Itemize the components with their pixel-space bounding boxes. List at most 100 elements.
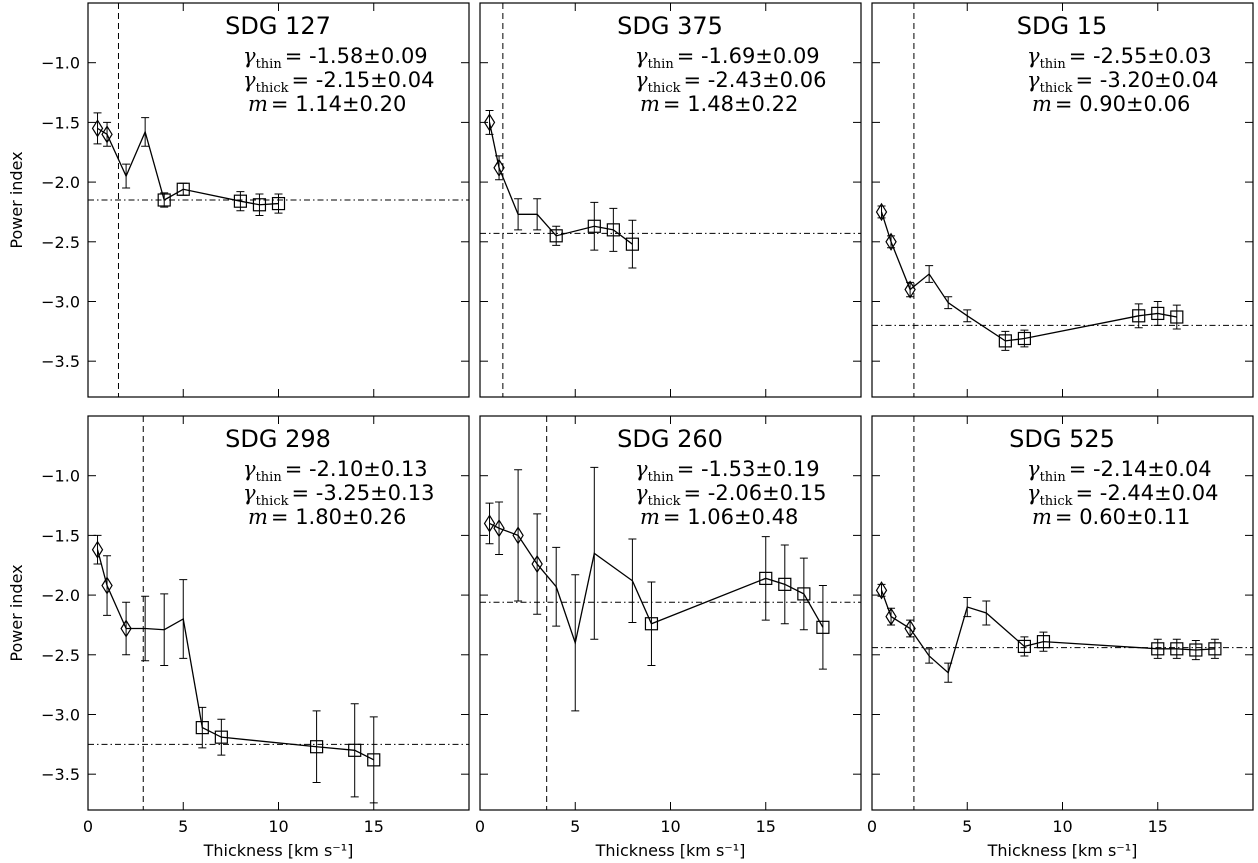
value: = -2.10±0.13 [285,457,428,481]
square-marker [1132,309,1146,323]
error-bar [780,544,789,625]
fit-annotation: γthick = -3.20±0.04 [1027,68,1218,96]
panel: −3.5 −3.0 −2.5 −2.0 −1.5 −1.0 Power index SDG 1… [7,2,470,398]
error-bar [160,192,169,208]
error-bar [818,585,827,670]
diamond-marker [904,619,916,638]
error-bar [552,546,561,627]
diamond-marker [101,576,113,595]
diamond-marker [904,280,916,299]
value: = -2.55±0.03 [1069,44,1212,68]
value: = -1.69±0.09 [677,44,820,68]
y-tick-label: −3.0 [41,292,80,311]
value: = -2.15±0.04 [291,68,434,92]
error-bar [1153,300,1162,326]
symbol: m [1032,505,1052,529]
error-bar [495,501,504,555]
symbol: γ [243,68,256,92]
subscript: thick [648,81,681,96]
error-bar [369,716,378,804]
error-bar [590,201,599,251]
diamond-marker [91,540,104,559]
error-bar [160,593,169,667]
fit-annotation: γthick = -2.15±0.04 [243,68,434,96]
error-bar [571,574,580,712]
value: = 0.60±0.11 [1055,505,1190,529]
symbol: γ [243,481,256,505]
x-tick-label: 15 [756,817,776,836]
x-tick-label: 10 [660,817,680,836]
y-tick-label: −2.0 [41,173,80,192]
error-bar [944,296,953,310]
square-marker [271,196,286,211]
square-marker [1189,643,1203,657]
x-tick-label: 10 [268,817,288,836]
diamond-marker [120,619,132,638]
fit-annotation: m = 1.80±0.26 [248,505,406,529]
panel-title: SDG 525 [1009,425,1115,453]
symbol: γ [635,457,648,481]
error-bar [1172,304,1181,330]
axes-frame [871,2,1254,398]
error-bar [628,219,637,269]
value: = -1.53±0.19 [677,457,820,481]
diamond-marker [493,519,505,538]
axes-frame [479,2,862,398]
symbol: γ [243,44,256,68]
value: = -3.20±0.04 [1075,68,1218,92]
x-tick-label: 5 [178,817,188,836]
diamond-marker [483,113,496,132]
y-tick-label: −1.5 [41,526,80,545]
error-bar [122,163,131,189]
square-marker [644,617,659,631]
x-tick-label: 0 [867,817,877,836]
fit-annotation: m = 1.48±0.22 [640,92,798,116]
panel-title: SDG 375 [617,12,723,40]
error-bar [552,225,561,246]
subscript: thick [256,494,289,509]
error-bar [141,117,150,147]
value: = 1.06±0.48 [663,505,798,529]
x-tick-label: 15 [364,817,384,836]
panel: 0 5 10 15 Thickness [km s⁻¹] SDG 260 γthin = -1… [475,415,862,860]
x-axis-label: Thickness [km s⁻¹] [203,841,354,860]
symbol: γ [635,44,648,68]
data-line [488,122,633,245]
error-bar [963,309,972,323]
symbol: m [248,92,268,116]
data-line [880,590,1215,674]
error-bar [350,703,359,798]
value: = 1.48±0.22 [663,92,798,116]
fit-annotation: γthick = -2.43±0.06 [635,68,826,96]
error-bar [533,198,542,231]
error-bar [122,601,131,656]
error-bar [103,555,112,616]
error-bar [609,207,618,252]
symbol: γ [1027,68,1040,92]
x-tick-label: 5 [962,817,972,836]
x-tick-label: 10 [1052,817,1072,836]
y-tick-label: −3.5 [41,765,80,784]
x-tick-label: 15 [1148,817,1168,836]
square-marker [1151,642,1165,656]
square-marker [816,620,830,634]
x-axis-label: Thickness [km s⁻¹] [987,841,1138,860]
error-bar [255,193,264,217]
data-line [96,549,375,761]
error-bar [179,579,188,659]
axes-frame [87,2,470,398]
square-marker [1208,642,1222,656]
panel-title: SDG 298 [225,425,331,453]
error-bar [925,648,934,664]
square-marker [587,219,601,233]
square-marker [233,194,247,208]
symbol: m [1032,92,1052,116]
x-tick-label: 5 [570,817,580,836]
fit-annotation: γthin = -2.10±0.13 [243,457,428,485]
error-bar [1020,636,1029,657]
diamond-marker [483,514,496,533]
error-bar [982,600,991,626]
square-marker [252,198,267,212]
diamond-marker [875,202,888,222]
